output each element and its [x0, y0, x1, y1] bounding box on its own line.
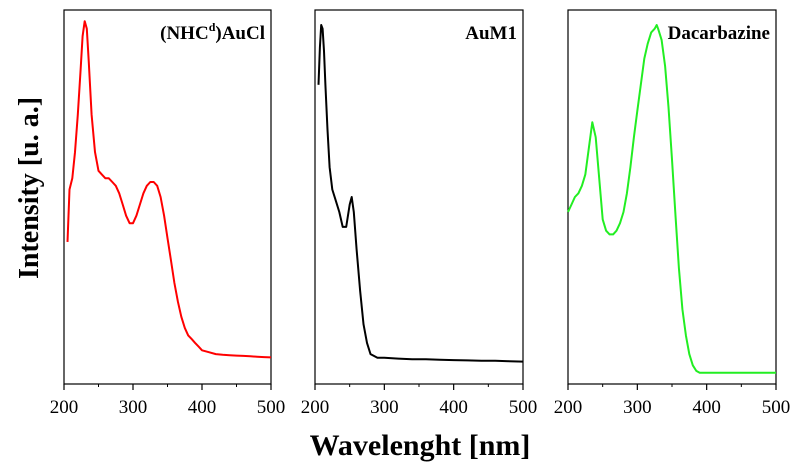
series-line-dacarbazine	[567, 24, 776, 374]
x-tick-label: 500	[509, 397, 538, 418]
plot-frame	[63, 9, 272, 385]
x-tick-label: 300	[623, 397, 652, 418]
panel-nhc-aucl: 200 300 400 500 (NHCd)AuCl	[50, 9, 286, 418]
x-axis-title: Wavelenght [nm]	[310, 429, 531, 462]
x-tick-label: 300	[370, 397, 399, 418]
x-tick-label: 500	[257, 397, 286, 418]
x-tick-label: 400	[439, 397, 468, 418]
y-axis-title: Intensity [u. a.]	[14, 97, 45, 279]
panel-aum1: 200 300 400 500 AuM1	[301, 9, 538, 418]
x-tick-label: 200	[301, 397, 330, 418]
x-tick-label: 200	[50, 397, 79, 418]
series-line-nhc-aucl	[66, 20, 272, 359]
x-tick-label: 400	[692, 397, 721, 418]
panel-title: (NHCd)AuCl	[160, 20, 265, 44]
plot-frame	[567, 9, 777, 385]
x-tick-label: 500	[762, 397, 791, 418]
plot-frame	[314, 9, 524, 385]
x-tick-label: 200	[554, 397, 583, 418]
x-tick-label: 400	[188, 397, 217, 418]
panel-title: AuM1	[465, 23, 517, 44]
panel-title: Dacarbazine	[668, 23, 770, 44]
x-tick-label: 300	[119, 397, 148, 418]
series-line-aum1	[317, 24, 524, 363]
panel-dacarbazine: 200 300 400 500 Dacarbazine	[554, 9, 791, 418]
